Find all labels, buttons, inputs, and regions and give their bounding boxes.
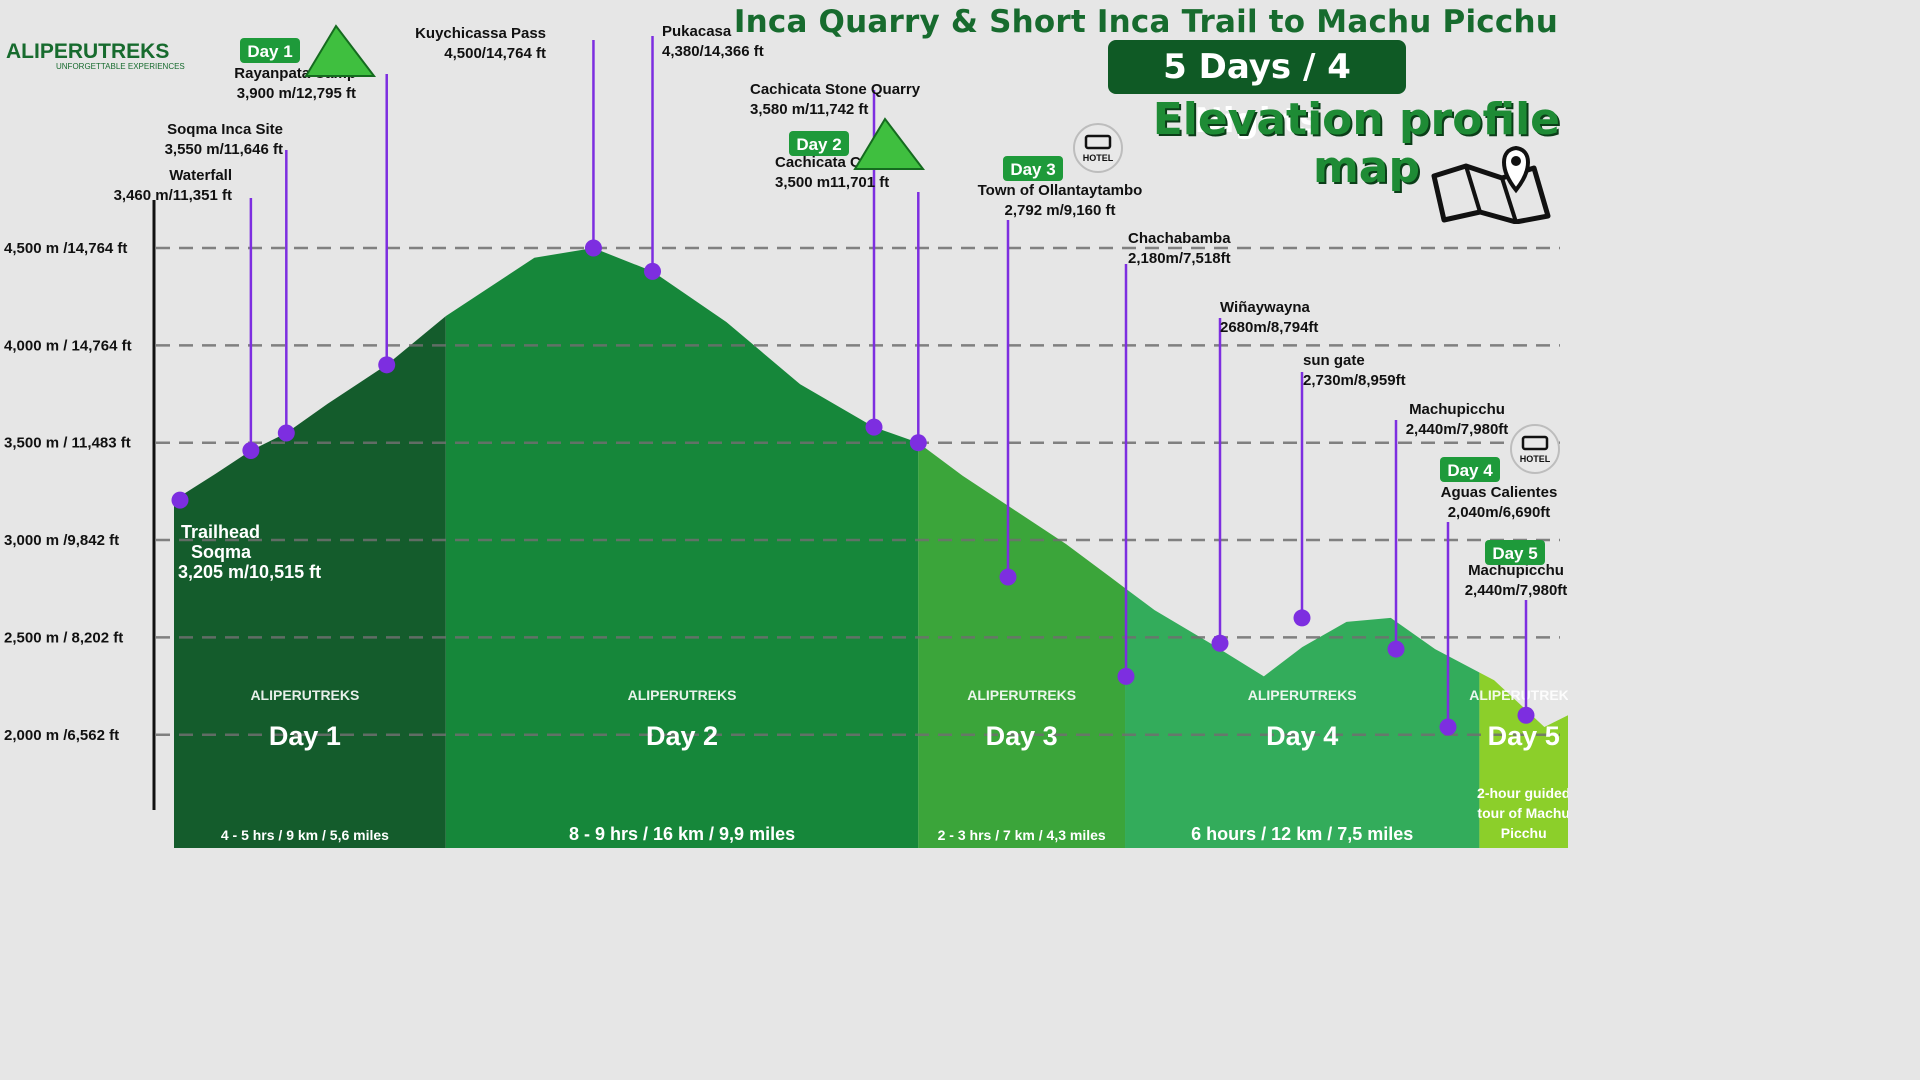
- day-pill: [1003, 156, 1063, 181]
- waypoint-elevation: 2680m/8,794ft: [1220, 319, 1318, 336]
- y-tick-label: 3,000 m /9,842 ft: [4, 532, 119, 549]
- waypoint-elevation: 3,460 m/11,351 ft: [114, 187, 232, 204]
- day-summary: 2 - 3 hrs / 7 km / 4,3 miles: [938, 827, 1106, 843]
- day-summary-line: Picchu: [1501, 825, 1547, 841]
- waypoint-name: Trailhead: [181, 522, 260, 542]
- day-label: Day 5: [1488, 721, 1560, 751]
- brand-name: ALIPERUTREKS: [6, 40, 170, 63]
- subtitle-line-1: Elevation profile: [1152, 94, 1560, 145]
- waypoint-name: sun gate: [1303, 352, 1365, 369]
- day-summary: 8 - 9 hrs / 16 km / 9,9 miles: [569, 824, 795, 844]
- day-pill-label: Day 1: [247, 42, 292, 61]
- waypoint-marker: [644, 262, 662, 280]
- y-tick-label: 2,500 m / 8,202 ft: [4, 629, 123, 646]
- waypoint-elevation: 4,380/14,366 ft: [662, 43, 764, 60]
- waypoint-marker: [1117, 667, 1135, 685]
- waypoint-elevation: 2,440m/7,980ft: [1406, 421, 1509, 438]
- day-summary: 6 hours / 12 km / 7,5 miles: [1191, 824, 1413, 844]
- day-brand-mark: ALIPERUTREKS: [1248, 687, 1357, 703]
- waypoint-elevation: 3,550 m/11,646 ft: [165, 141, 283, 158]
- day-summary: 4 - 5 hrs / 9 km / 5,6 miles: [221, 827, 389, 843]
- hotel-label: HOTEL: [1083, 153, 1114, 163]
- day-pill-label: Day 4: [1447, 461, 1493, 480]
- waypoint-marker: [1293, 609, 1311, 627]
- waypoint-elevation: 3,500 m11,701 ft: [775, 174, 889, 191]
- waypoint-elevation: 2,440m/7,980ft: [1465, 582, 1568, 599]
- map-icon: [1431, 146, 1551, 224]
- hotel-label: HOTEL: [1520, 454, 1551, 464]
- waypoint-name: Soqma Inca Site: [167, 121, 283, 138]
- waypoint-elevation: 2,730m/8,959ft: [1303, 372, 1406, 389]
- day-summary-line: tour of Machu: [1477, 805, 1568, 821]
- bed-icon: [1521, 435, 1549, 451]
- day-pill-label: Day 5: [1492, 544, 1537, 563]
- waypoint-name: Town of Ollantaytambo: [978, 182, 1143, 199]
- day-label: Day 3: [986, 721, 1058, 751]
- brand-tagline: UNFORGETTABLE EXPERIENCES: [56, 62, 185, 71]
- day-band-2: [445, 248, 919, 848]
- y-tick-label: 2,000 m /6,562 ft: [4, 727, 119, 744]
- y-tick-label: 3,500 m / 11,483 ft: [4, 435, 131, 452]
- day-label: Day 4: [1266, 721, 1338, 751]
- subtitle-line-2: map: [1153, 144, 1420, 192]
- waypoint-marker: [242, 441, 260, 459]
- day-brand-mark: ALIPERUTREKS: [250, 687, 359, 703]
- day-label: Day 2: [646, 721, 718, 751]
- waypoint-name: Wiñaywayna: [1220, 299, 1311, 316]
- waypoint-name: Aguas Calientes: [1441, 484, 1558, 501]
- waypoint-marker: [584, 239, 602, 257]
- subtitle: Elevation profile map: [1152, 94, 1560, 193]
- day-band-3: [918, 442, 1126, 848]
- waypoint-marker: [865, 418, 883, 436]
- day-summary-line: 2-hour guided: [1477, 785, 1568, 801]
- tent-icon: [853, 117, 926, 170]
- waypoint-marker: [171, 491, 189, 509]
- duration-badge: 5 Days / 4 Nights: [1108, 40, 1406, 141]
- day-band-5: [1479, 672, 1568, 848]
- waypoint-elevation: 3,900 m/12,795 ft: [237, 85, 356, 102]
- waypoint-name: Waterfall: [169, 167, 232, 184]
- tent-icon: [304, 24, 377, 77]
- waypoint-marker: [999, 568, 1017, 586]
- bed-icon: [1084, 134, 1112, 150]
- waypoint-elevation: 4,500/14,764 ft: [444, 45, 546, 62]
- waypoint-name: Chachabamba: [1128, 230, 1231, 247]
- waypoint-name: Machupicchu: [1409, 401, 1505, 418]
- elevation-chart: 4,500 m /14,764 ft 4,000 m / 14,764 ft 3,5…: [4, 23, 1568, 848]
- day-band-4: [1125, 588, 1480, 848]
- waypoint-name: Cachicata Stone Quarry: [750, 81, 921, 98]
- waypoint-elevation: 2,040m/6,690ft: [1448, 504, 1551, 521]
- day-pill: [240, 38, 300, 63]
- day-pill-label: Day 3: [1010, 160, 1055, 179]
- day-pill-label: Day 2: [796, 135, 841, 154]
- waypoint-marker: [378, 356, 396, 374]
- waypoint-marker: [277, 424, 295, 442]
- day-brand-mark: ALIPERUTREKS: [967, 687, 1076, 703]
- waypoint-elevation: 2,180m/7,518ft: [1128, 250, 1231, 267]
- waypoint-elevation: 3,580 m/11,742 ft: [750, 101, 868, 118]
- waypoint-marker: [909, 434, 927, 452]
- day-brand-mark: ALIPERUTREKS: [1469, 687, 1568, 703]
- day-brand-mark: ALIPERUTREKS: [628, 687, 737, 703]
- subtitle-line-2-text: map: [1312, 142, 1420, 194]
- brand-logo: ALIPERUTREKS UNFORGETTABLE EXPERIENCES: [6, 40, 185, 71]
- day-pill: [1485, 540, 1545, 565]
- waypoint-marker: [1517, 706, 1535, 724]
- waypoint-name: Kuychicassa Pass: [415, 25, 546, 42]
- day-pill: [789, 131, 849, 156]
- page-title: Inca Quarry & Short Inca Trail to Machu …: [733, 4, 1558, 40]
- day-pill: [1440, 457, 1500, 482]
- waypoint-marker: [1387, 640, 1405, 658]
- waypoint-marker: [1211, 634, 1229, 652]
- y-tick-label: 4,000 m / 14,764 ft: [4, 337, 132, 354]
- waypoint-marker: [1439, 718, 1457, 736]
- day-band-1: [174, 316, 446, 848]
- y-tick-label: 4,500 m /14,764 ft: [4, 240, 127, 257]
- waypoint-name: Machupicchu: [1468, 562, 1564, 579]
- waypoint-name: Soqma: [191, 542, 252, 562]
- waypoint-elevation: 2,792 m/9,160 ft: [1005, 202, 1116, 219]
- day-label: Day 1: [269, 721, 341, 751]
- waypoint-elevation: 3,205 m/10,515 ft: [178, 562, 321, 582]
- waypoint-name: Pukacasa: [662, 23, 732, 40]
